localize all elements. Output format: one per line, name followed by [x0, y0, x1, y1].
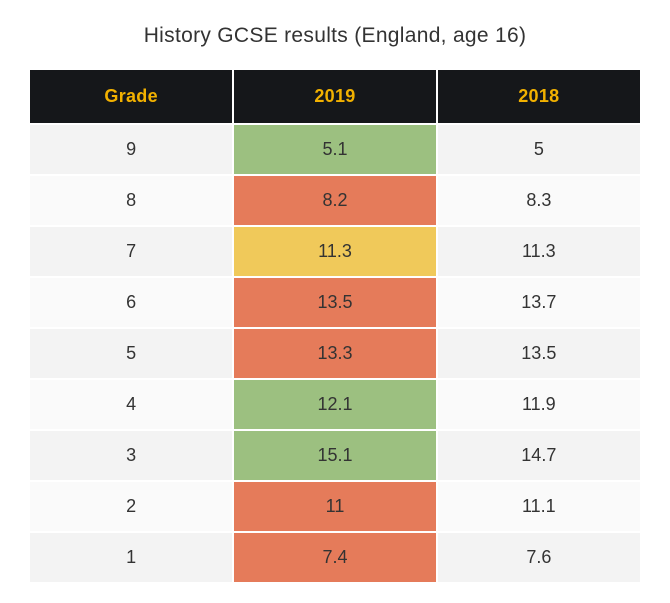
- table-row: 95.15: [30, 124, 640, 175]
- cell-grade: 4: [30, 379, 233, 430]
- cell-2018: 7.6: [437, 532, 640, 582]
- table-row: 17.47.6: [30, 532, 640, 582]
- cell-2019: 15.1: [233, 430, 436, 481]
- cell-2019: 5.1: [233, 124, 436, 175]
- cell-2018: 8.3: [437, 175, 640, 226]
- table-row: 613.513.7: [30, 277, 640, 328]
- cell-grade: 5: [30, 328, 233, 379]
- cell-grade: 1: [30, 532, 233, 582]
- cell-grade: 3: [30, 430, 233, 481]
- cell-2019: 8.2: [233, 175, 436, 226]
- table-row: 412.111.9: [30, 379, 640, 430]
- cell-grade: 2: [30, 481, 233, 532]
- cell-grade: 6: [30, 277, 233, 328]
- table-header-row: Grade 2019 2018: [30, 70, 640, 124]
- cell-2018: 13.7: [437, 277, 640, 328]
- table-row: 513.313.5: [30, 328, 640, 379]
- cell-grade: 7: [30, 226, 233, 277]
- cell-grade: 9: [30, 124, 233, 175]
- table-body: 95.1588.28.3711.311.3613.513.7513.313.54…: [30, 124, 640, 582]
- cell-2019: 12.1: [233, 379, 436, 430]
- cell-2019: 11: [233, 481, 436, 532]
- cell-2018: 11.9: [437, 379, 640, 430]
- table-row: 21111.1: [30, 481, 640, 532]
- cell-2019: 13.3: [233, 328, 436, 379]
- cell-2019: 11.3: [233, 226, 436, 277]
- table-row: 315.114.7: [30, 430, 640, 481]
- cell-2018: 11.3: [437, 226, 640, 277]
- table-row: 711.311.3: [30, 226, 640, 277]
- col-2018: 2018: [437, 70, 640, 124]
- cell-2018: 5: [437, 124, 640, 175]
- page-title: History GCSE results (England, age 16): [30, 24, 640, 48]
- cell-2019: 7.4: [233, 532, 436, 582]
- results-table: Grade 2019 2018 95.1588.28.3711.311.3613…: [30, 70, 640, 582]
- cell-2018: 14.7: [437, 430, 640, 481]
- col-2019: 2019: [233, 70, 436, 124]
- table-row: 88.28.3: [30, 175, 640, 226]
- cell-2018: 11.1: [437, 481, 640, 532]
- cell-2018: 13.5: [437, 328, 640, 379]
- col-grade: Grade: [30, 70, 233, 124]
- cell-grade: 8: [30, 175, 233, 226]
- cell-2019: 13.5: [233, 277, 436, 328]
